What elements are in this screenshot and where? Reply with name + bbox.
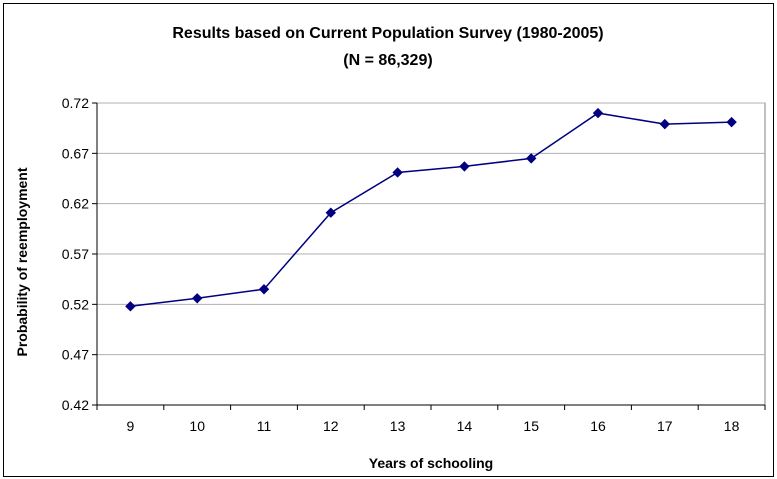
x-tick-label: 15 [523, 418, 539, 434]
data-point-marker [525, 153, 537, 164]
chart-frame [3, 3, 774, 477]
x-tick-label: 14 [457, 418, 473, 434]
x-tick-label: 17 [657, 418, 673, 434]
x-tick-label: 9 [127, 418, 135, 434]
series-line [130, 112, 732, 308]
series-layer [125, 107, 737, 312]
data-point-marker [125, 301, 136, 312]
x-tick-label: 16 [590, 418, 606, 434]
data-point-marker [392, 167, 403, 178]
data-point-marker [659, 118, 671, 130]
y-tick-label: 0.67 [62, 145, 89, 161]
y-tick-label: 0.62 [62, 196, 89, 212]
x-tick-label: 10 [189, 418, 205, 434]
y-tick-label: 0.42 [62, 397, 89, 413]
y-tick-label: 0.57 [62, 246, 89, 262]
x-tick-label: 13 [390, 418, 406, 434]
x-tick-label: 12 [323, 418, 339, 434]
data-point-marker [459, 161, 470, 172]
axes [92, 102, 766, 410]
x-axis-label: Years of schooling [369, 455, 493, 471]
x-tick-label: 11 [257, 418, 272, 434]
y-axis-label: Probability of reemployment [14, 167, 30, 356]
x-tick-label: 18 [724, 418, 740, 434]
data-point-marker [191, 293, 203, 304]
data-point-marker [325, 207, 337, 218]
data-point-marker [726, 116, 737, 128]
y-tick-label: 0.47 [62, 347, 89, 363]
y-tick-label: 0.72 [62, 95, 89, 111]
chart-title: Results based on Current Population Surv… [172, 25, 603, 42]
data-point-marker [258, 284, 270, 295]
gridlines [97, 102, 765, 356]
y-tick-label: 0.52 [62, 296, 89, 312]
y-tick-labels: 0.42 0.47 0.52 0.57 0.62 0.67 0.72 [62, 95, 89, 413]
chart-subtitle: (N = 86,329) [343, 52, 432, 69]
x-tick-labels: 9 10 11 12 13 14 15 16 17 18 [127, 418, 740, 434]
data-point-marker [592, 107, 604, 119]
